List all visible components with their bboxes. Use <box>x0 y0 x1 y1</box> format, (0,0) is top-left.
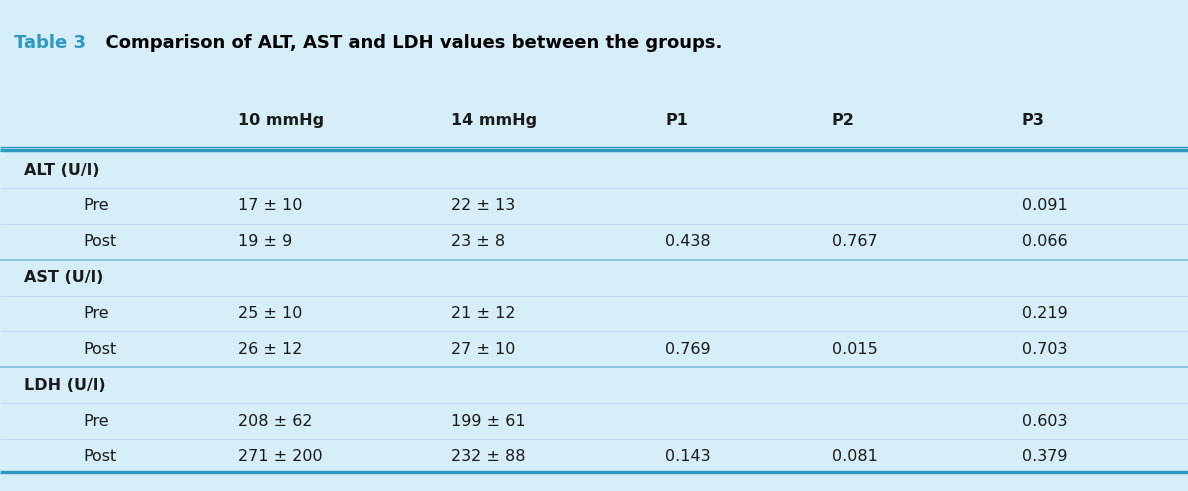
Text: 0.379: 0.379 <box>1022 449 1067 464</box>
Text: 19 ± 9: 19 ± 9 <box>238 234 292 249</box>
Text: Pre: Pre <box>83 306 109 321</box>
Text: P3: P3 <box>1022 113 1044 128</box>
Text: 17 ± 10: 17 ± 10 <box>238 198 302 214</box>
Text: 0.767: 0.767 <box>832 234 877 249</box>
Text: 208 ± 62: 208 ± 62 <box>238 413 312 429</box>
Text: 21 ± 12: 21 ± 12 <box>451 306 516 321</box>
Text: 0.066: 0.066 <box>1022 234 1067 249</box>
Text: 0.603: 0.603 <box>1022 413 1067 429</box>
Text: Table 3: Table 3 <box>14 34 87 53</box>
Text: Pre: Pre <box>83 413 109 429</box>
Text: 23 ± 8: 23 ± 8 <box>451 234 506 249</box>
Text: 232 ± 88: 232 ± 88 <box>451 449 526 464</box>
Text: Comparison of ALT, AST and LDH values between the groups.: Comparison of ALT, AST and LDH values be… <box>93 34 722 53</box>
Text: 0.091: 0.091 <box>1022 198 1068 214</box>
Text: Post: Post <box>83 342 116 357</box>
Text: 0.769: 0.769 <box>665 342 710 357</box>
Text: LDH (U/l): LDH (U/l) <box>24 378 106 393</box>
Text: 0.015: 0.015 <box>832 342 878 357</box>
Text: 271 ± 200: 271 ± 200 <box>238 449 322 464</box>
Text: 25 ± 10: 25 ± 10 <box>238 306 302 321</box>
Text: 22 ± 13: 22 ± 13 <box>451 198 516 214</box>
Text: AST (U/l): AST (U/l) <box>24 270 103 285</box>
Text: 26 ± 12: 26 ± 12 <box>238 342 302 357</box>
Text: 199 ± 61: 199 ± 61 <box>451 413 526 429</box>
Text: 0.219: 0.219 <box>1022 306 1068 321</box>
Text: P2: P2 <box>832 113 854 128</box>
Text: 0.143: 0.143 <box>665 449 710 464</box>
Text: 10 mmHg: 10 mmHg <box>238 113 323 128</box>
Text: Post: Post <box>83 234 116 249</box>
Text: ALT (U/l): ALT (U/l) <box>24 163 100 178</box>
Text: 14 mmHg: 14 mmHg <box>451 113 537 128</box>
Text: P1: P1 <box>665 113 688 128</box>
Text: 27 ± 10: 27 ± 10 <box>451 342 516 357</box>
Text: 0.081: 0.081 <box>832 449 878 464</box>
Text: Post: Post <box>83 449 116 464</box>
Text: 0.438: 0.438 <box>665 234 710 249</box>
Text: Pre: Pre <box>83 198 109 214</box>
Text: 0.703: 0.703 <box>1022 342 1067 357</box>
